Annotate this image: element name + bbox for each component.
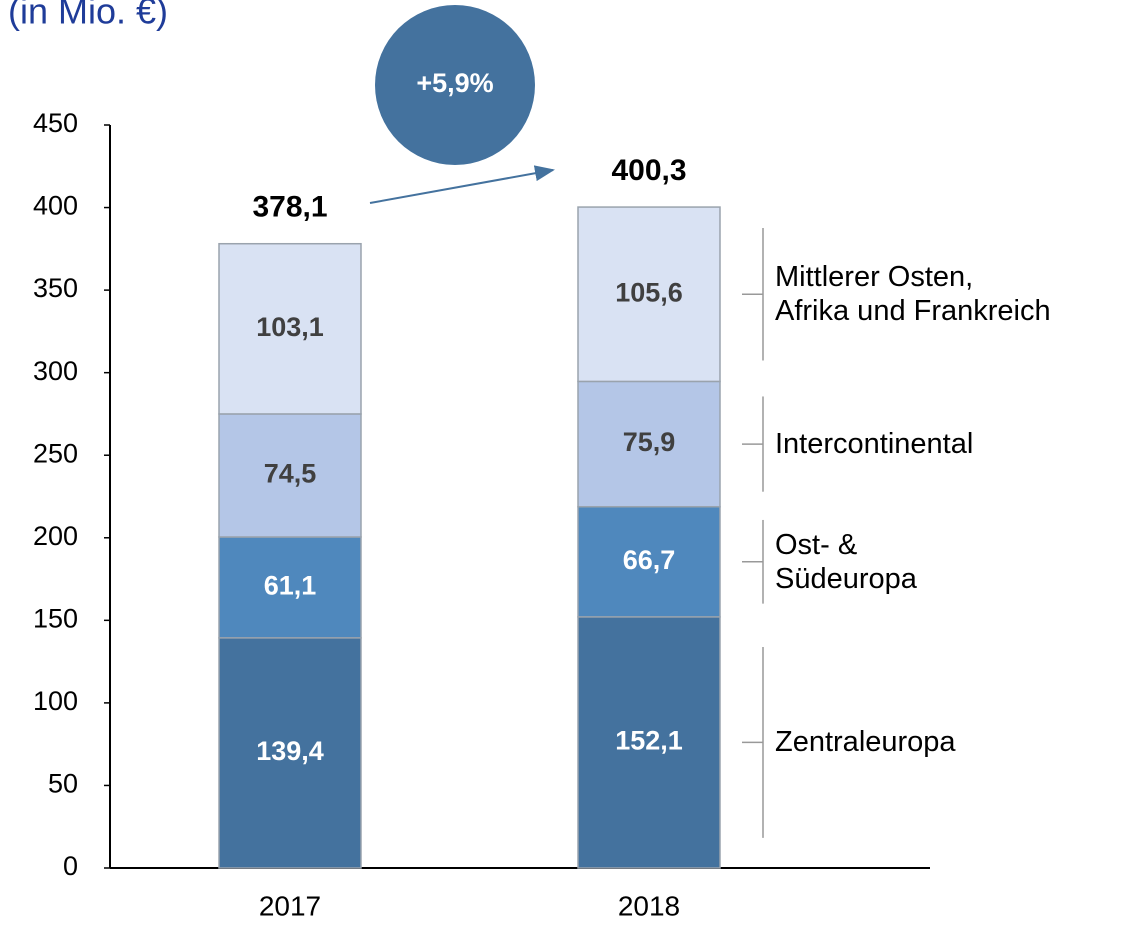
- x-tick-label: 2017: [259, 890, 321, 921]
- y-tick-label: 100: [33, 686, 78, 716]
- value-label: 66,7: [623, 545, 676, 575]
- y-tick-label: 250: [33, 438, 78, 468]
- value-label: 61,1: [264, 571, 317, 601]
- bar-segment: [577, 505, 721, 618]
- total-label: 378,1: [252, 191, 327, 224]
- value-label: 152,1: [615, 726, 683, 756]
- value-label: 103,1: [256, 312, 324, 342]
- value-label: 75,9: [623, 427, 676, 457]
- legend-entry: Intercontinental: [775, 428, 974, 461]
- bar-segment: [577, 206, 721, 383]
- legend-entry: Mittlerer Osten, Afrika und Frankreich: [775, 261, 1051, 328]
- y-tick-label: 300: [33, 356, 78, 386]
- subtitle: (in Mio. €): [8, 0, 168, 32]
- value-label: 139,4: [256, 736, 324, 766]
- bar-segment: [577, 380, 721, 508]
- x-tick-label: 2018: [618, 890, 680, 921]
- growth-arrow: [369, 165, 555, 204]
- y-tick-label: 150: [33, 603, 78, 633]
- y-tick-label: 350: [33, 273, 78, 303]
- y-tick-label: 400: [33, 191, 78, 221]
- bar-segment: [218, 242, 362, 415]
- growth-bubble: [375, 5, 535, 165]
- growth-annotation: +5,9%: [416, 68, 493, 98]
- total-label: 400,3: [611, 154, 686, 187]
- y-tick-label: 200: [33, 521, 78, 551]
- value-label: 105,6: [615, 277, 683, 307]
- y-tick-label: 0: [63, 851, 78, 881]
- y-tick-label: 50: [48, 769, 78, 799]
- legend-entry: Ost- & Südeuropa: [775, 528, 917, 595]
- legend-entry: Zentraleuropa: [775, 726, 956, 759]
- y-tick-label: 450: [33, 108, 78, 138]
- bar-segment: [577, 616, 721, 869]
- value-label: 74,5: [264, 459, 317, 489]
